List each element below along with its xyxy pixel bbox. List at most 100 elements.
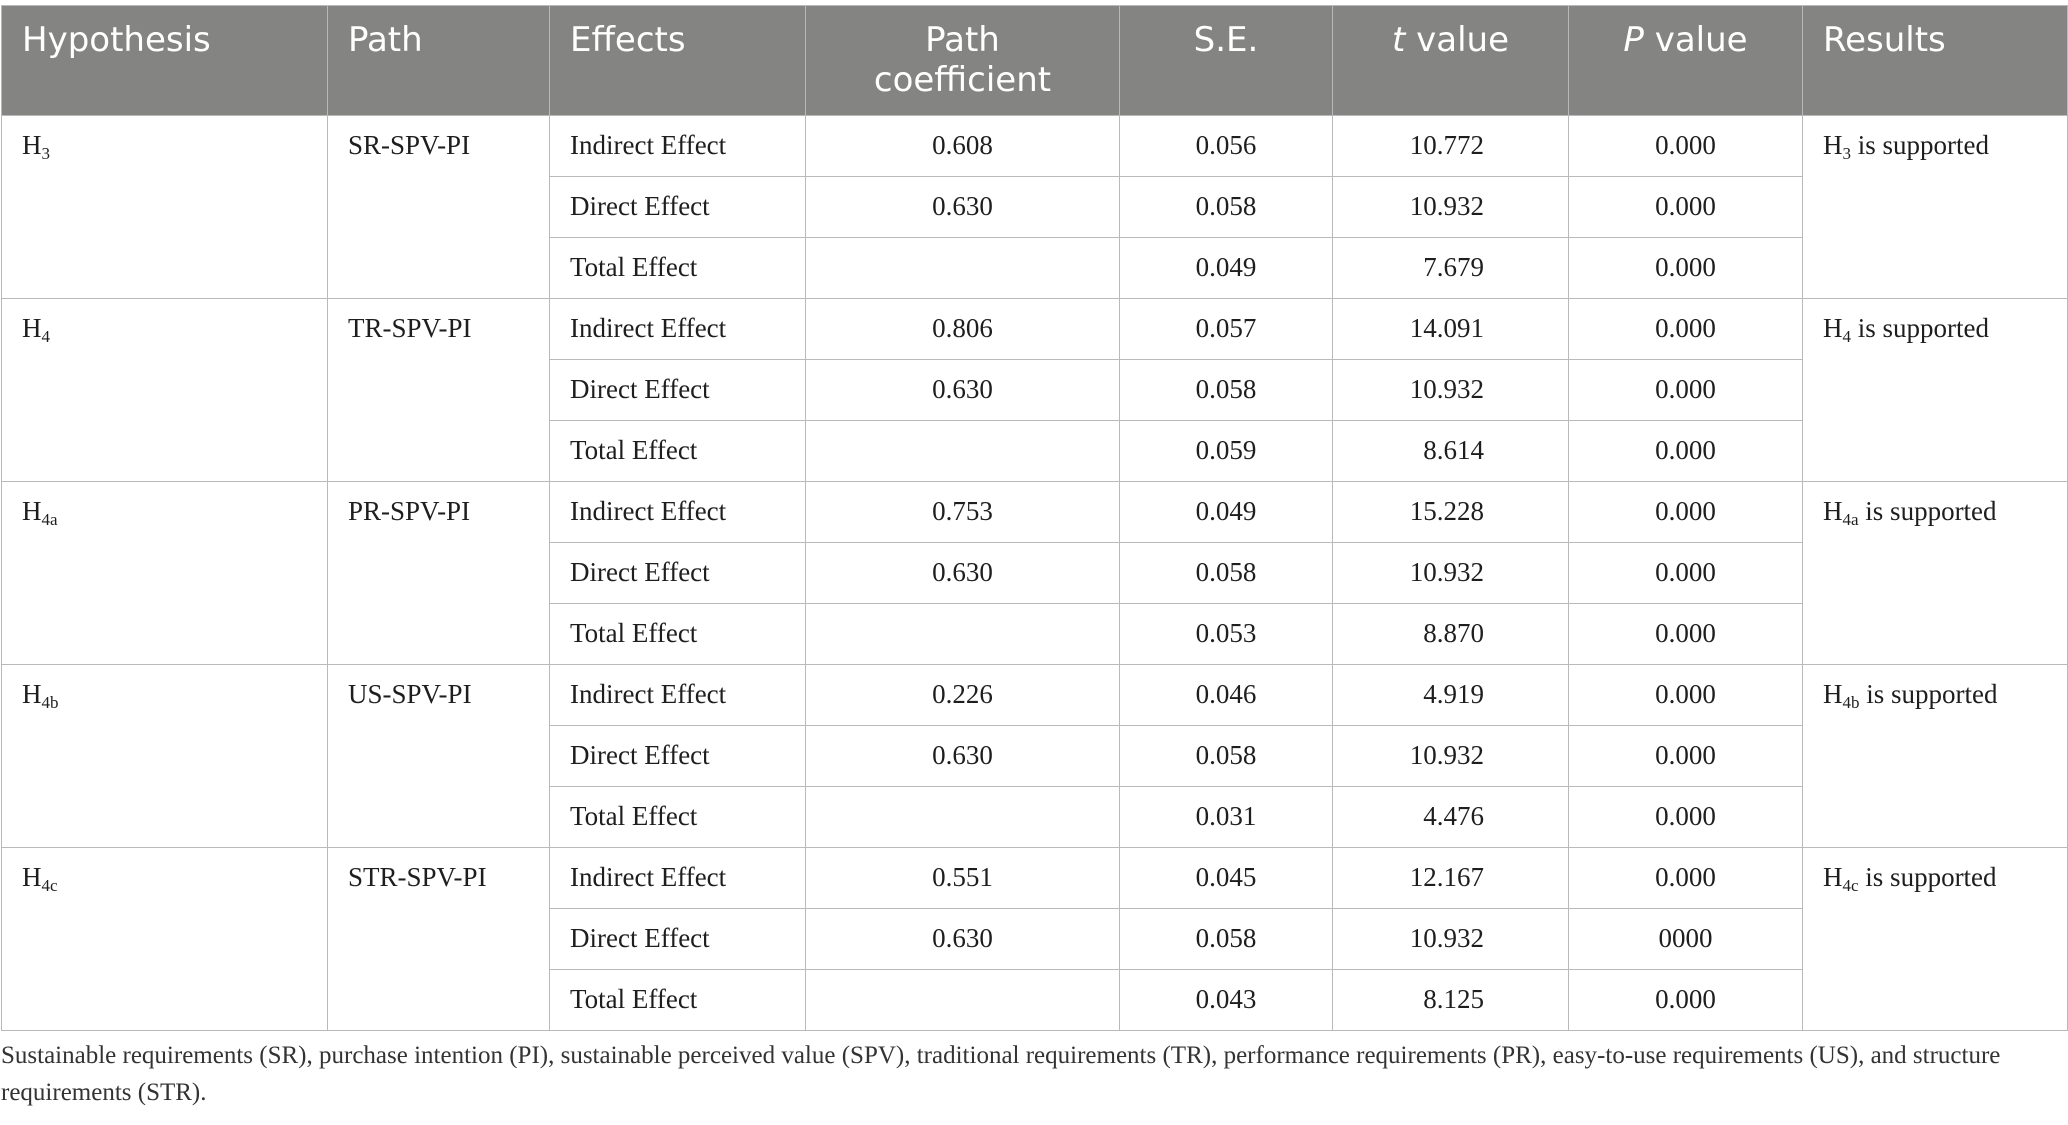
hypothesis-subscript: 4 — [1842, 327, 1852, 346]
hypothesis-subscript: 4c — [41, 876, 58, 895]
se-cell: 0.046 — [1119, 664, 1333, 726]
p-value-cell: 0.000 — [1568, 725, 1803, 787]
result-text: is supported — [1859, 679, 1998, 709]
header-p-value: P value — [1568, 5, 1803, 116]
effect-cell: Indirect Effect — [549, 298, 806, 360]
se-cell: 0.057 — [1119, 298, 1333, 360]
header-t-value-italic: t — [1391, 20, 1406, 60]
path-coefficient-cell: 0.551 — [805, 847, 1120, 909]
table-row: Total Effect 0.049 7.679 0.000 — [2, 237, 2068, 299]
header-path: Path — [327, 5, 550, 116]
path-coefficient-cell: 0.630 — [805, 359, 1120, 421]
hypothesis-letter: H — [1823, 679, 1843, 709]
effect-cell: Direct Effect — [549, 725, 806, 787]
result-text: is supported — [1858, 496, 1997, 526]
header-se: S.E. — [1119, 5, 1333, 116]
table-row: Total Effect 0.053 8.870 0.000 — [2, 603, 2068, 665]
path-coefficient-cell — [805, 603, 1120, 665]
effect-cell: Indirect Effect — [549, 847, 806, 909]
se-cell: 0.049 — [1119, 237, 1333, 299]
t-value-cell: 10.772 — [1332, 115, 1569, 177]
header-results: Results — [1802, 5, 2068, 116]
table-row: Direct Effect 0.630 0.058 10.932 0.000 — [2, 359, 2068, 421]
t-value-cell: 10.932 — [1332, 542, 1569, 604]
t-value-cell: 4.476 — [1332, 786, 1569, 848]
path-coefficient-cell: 0.630 — [805, 542, 1120, 604]
hypothesis-letter: H — [1823, 313, 1843, 343]
hypothesis-subscript: 4c — [1842, 876, 1859, 895]
se-cell: 0.053 — [1119, 603, 1333, 665]
p-value-cell: 0.000 — [1568, 481, 1803, 543]
table-row: H4b US-SPV-PI Indirect Effect 0.226 0.046 4.9… — [1, 664, 2068, 848]
se-cell: 0.058 — [1119, 542, 1333, 604]
hypothesis-subscript: 4b — [1842, 693, 1860, 712]
effect-cell: Total Effect — [549, 603, 806, 665]
se-cell: 0.045 — [1119, 847, 1333, 909]
hypothesis-letter: H — [1823, 496, 1843, 526]
result-text: is supported — [1851, 313, 1989, 343]
path-coefficient-cell: 0.608 — [805, 115, 1120, 177]
p-value-cell: 0.000 — [1568, 237, 1803, 299]
hypothesis-cell: H4b — [1, 664, 328, 848]
table-row: H4 TR-SPV-PI Indirect Effect 0.806 0.057 14.0… — [1, 298, 2068, 482]
effect-cell: Total Effect — [549, 237, 806, 299]
path-coefficient-cell — [805, 969, 1120, 1031]
path-coefficient-cell: 0.630 — [805, 176, 1120, 238]
table-row: H3 SR-SPV-PI Indirect Effect 0.608 0.056 10.7… — [1, 115, 2068, 299]
hypothesis-subscript: 3 — [41, 144, 51, 163]
t-value-cell: 8.614 — [1332, 420, 1569, 482]
path-cell: SR-SPV-PI — [327, 115, 550, 299]
se-cell: 0.043 — [1119, 969, 1333, 1031]
t-value-cell: 10.932 — [1332, 359, 1569, 421]
effect-cell: Direct Effect — [549, 542, 806, 604]
header-p-value-italic: P — [1623, 20, 1644, 60]
hypothesis-subscript: 4 — [41, 327, 51, 346]
p-value-cell: 0.000 — [1568, 115, 1803, 177]
hypothesis-letter: H — [22, 679, 42, 709]
table-row: Direct Effect 0.630 0.058 10.932 0.000 — [2, 725, 2068, 787]
p-value-cell: 0000 — [1568, 908, 1803, 970]
se-cell: 0.058 — [1119, 908, 1333, 970]
t-value-cell: 15.228 — [1332, 481, 1569, 543]
p-value-cell: 0.000 — [1568, 664, 1803, 726]
hypothesis-cell: H4 — [1, 298, 328, 482]
t-value-cell: 12.167 — [1332, 847, 1569, 909]
hypothesis-cell: H4a — [1, 481, 328, 665]
result-cell: H4 is supported — [1802, 298, 2068, 482]
path-coefficient-cell — [805, 786, 1120, 848]
t-value-cell: 4.919 — [1332, 664, 1569, 726]
path-coefficient-cell — [805, 420, 1120, 482]
hypothesis-cell: H4c — [1, 847, 328, 1031]
path-cell: PR-SPV-PI — [327, 481, 550, 665]
path-cell: US-SPV-PI — [327, 664, 550, 848]
table-row: Direct Effect 0.630 0.058 10.932 0000 — [2, 908, 2068, 970]
hypothesis-letter: H — [22, 313, 42, 343]
header-t-value: t value — [1332, 5, 1569, 116]
header-hypothesis: Hypothesis — [1, 5, 328, 116]
p-value-cell: 0.000 — [1568, 847, 1803, 909]
p-value-cell: 0.000 — [1568, 420, 1803, 482]
result-text: is supported — [1858, 862, 1997, 892]
t-value-cell: 10.932 — [1332, 176, 1569, 238]
effect-cell: Direct Effect — [549, 176, 806, 238]
path-coefficient-cell — [805, 237, 1120, 299]
effect-cell: Indirect Effect — [549, 115, 806, 177]
result-text: is supported — [1851, 130, 1989, 160]
header-effects: Effects — [549, 5, 806, 116]
p-value-cell: 0.000 — [1568, 359, 1803, 421]
t-value-cell: 8.125 — [1332, 969, 1569, 1031]
effect-cell: Total Effect — [549, 786, 806, 848]
se-cell: 0.031 — [1119, 786, 1333, 848]
header-path-coefficient: Path coefficient — [805, 5, 1120, 116]
se-cell: 0.058 — [1119, 359, 1333, 421]
table-body: H3 SR-SPV-PI Indirect Effect 0.608 0.056 10.7… — [1, 115, 2068, 1031]
table-container: Hypothesis Path Effects Path coefficient … — [0, 5, 2068, 1111]
p-value-cell: 0.000 — [1568, 542, 1803, 604]
mediation-effects-table: Hypothesis Path Effects Path coefficient … — [1, 5, 2068, 1031]
path-coefficient-cell: 0.226 — [805, 664, 1120, 726]
t-value-cell: 7.679 — [1332, 237, 1569, 299]
p-value-cell: 0.000 — [1568, 176, 1803, 238]
table-row: H4a PR-SPV-PI Indirect Effect 0.753 0.049 15.… — [1, 481, 2068, 665]
se-cell: 0.056 — [1119, 115, 1333, 177]
hypothesis-subscript: 4a — [41, 510, 58, 529]
